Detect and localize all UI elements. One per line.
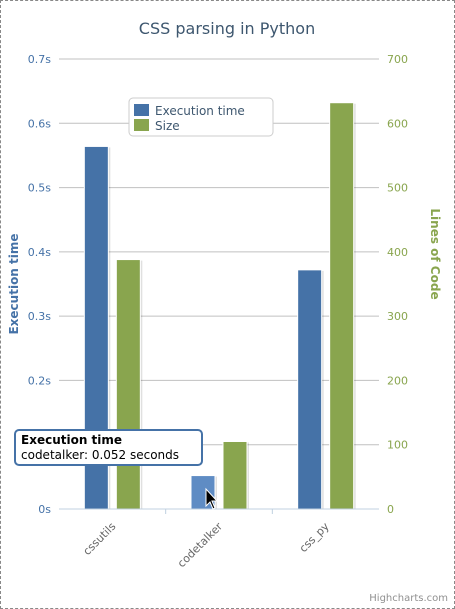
credit-link[interactable]: Highcharts.com: [369, 593, 448, 604]
y-axis-right-title: Lines of Code: [428, 208, 442, 299]
x-tick-label: codetalker: [175, 520, 225, 570]
bar-size-css_py[interactable]: [329, 102, 355, 510]
legend-swatch-size[interactable]: [134, 119, 149, 131]
tooltip-box: [14, 429, 203, 466]
x-tick-label: css_py: [297, 520, 332, 555]
y-left-tick-label: 0.2s: [28, 374, 51, 387]
mouse-cursor-icon: [205, 487, 219, 510]
chart-title: CSS parsing in Python: [139, 19, 315, 38]
y-left-tick-label: 0.5s: [28, 182, 51, 195]
tooltip-text: codetalker: 0.052 seconds: [21, 448, 179, 462]
bar-size-cssutils[interactable]: [115, 259, 141, 510]
legend-swatch-execution-time[interactable]: [134, 104, 149, 116]
bar-size-codetalker[interactable]: [222, 441, 248, 510]
y-left-tick-label: 0.3s: [28, 310, 51, 323]
y-left-tick-label: 0.6s: [28, 117, 51, 130]
legend-label-execution-time[interactable]: Execution time: [155, 104, 245, 118]
y-right-tick-label: 300: [387, 310, 408, 323]
tooltip-title: Execution time: [21, 433, 122, 447]
legend-label-size[interactable]: Size: [155, 119, 180, 133]
y-right-tick-label: 0: [387, 503, 394, 516]
right-axis: 0 100 200 300 400 500 600 700: [387, 53, 408, 516]
y-right-tick-label: 400: [387, 246, 408, 259]
y-left-tick-label: 0.7s: [28, 53, 51, 66]
y-left-tick-label: 0s: [38, 503, 51, 516]
y-right-tick-label: 100: [387, 439, 408, 452]
y-left-tick-label: 0.4s: [28, 246, 51, 259]
legend-box: [128, 97, 274, 137]
y-right-tick-label: 700: [387, 53, 408, 66]
y-axis-left-title: Execution time: [7, 233, 21, 334]
x-tick-label: cssutils: [81, 520, 119, 558]
tooltip: Execution time codetalker: 0.052 seconds: [14, 429, 203, 466]
y-right-tick-label: 600: [387, 117, 408, 130]
bars: [83, 102, 356, 510]
bar-execution-time-css_py[interactable]: [297, 269, 323, 510]
legend[interactable]: Execution time Size: [128, 97, 274, 137]
y-right-tick-label: 200: [387, 374, 408, 387]
x-axis-labels: cssutils codetalker css_py: [59, 508, 379, 570]
y-right-tick-label: 500: [387, 182, 408, 195]
